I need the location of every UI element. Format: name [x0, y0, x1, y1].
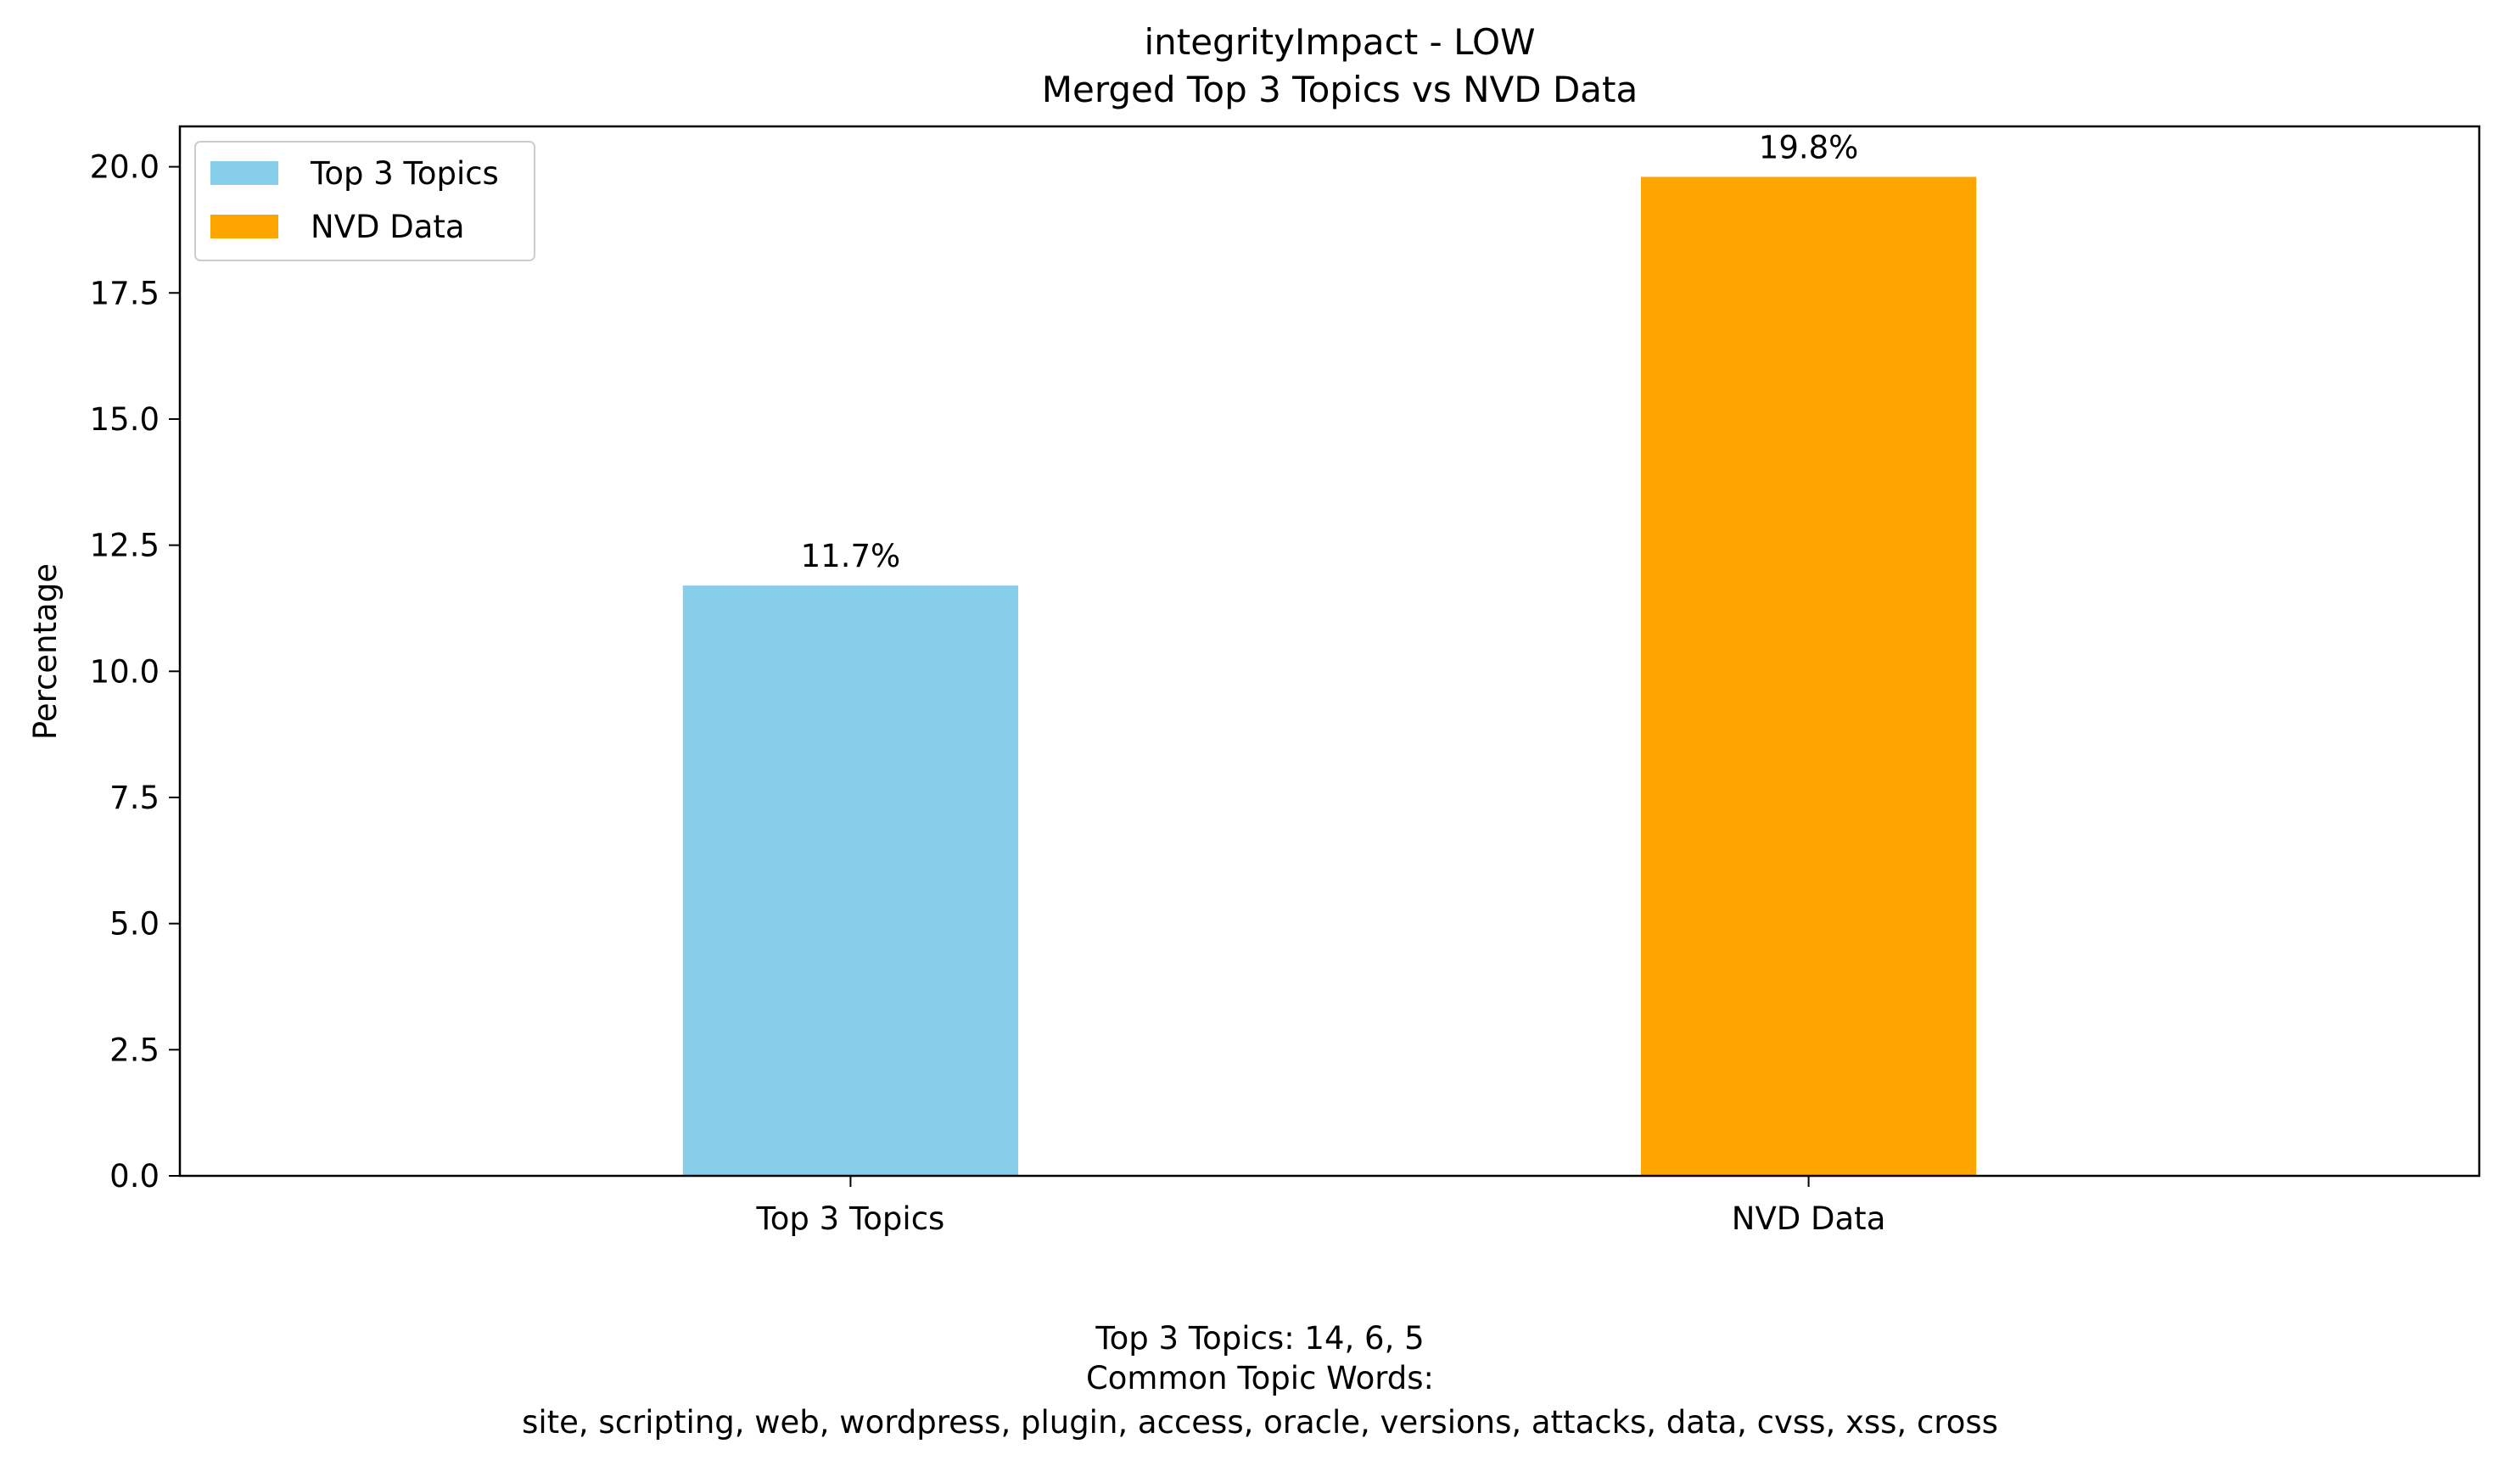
- y-tick-label-20-0: 20.0: [90, 149, 160, 186]
- y-axis-label: Percentage: [27, 563, 64, 740]
- legend-swatch-nvd-data: [210, 215, 278, 238]
- y-tick-label-15-0: 15.0: [90, 401, 160, 438]
- caption-common-words: site, scripting, web, wordpress, plugin,…: [522, 1404, 1998, 1441]
- y-tick-label-12-5: 12.5: [90, 528, 160, 564]
- data-label-top-3-topics: 11.7%: [801, 538, 901, 574]
- chart-title: integrityImpact - LOW: [1144, 21, 1535, 63]
- bar-chart: integrityImpact - LOW Merged Top 3 Topic…: [27, 21, 2481, 1237]
- x-tick-label-top-3-topics: Top 3 Topics: [755, 1200, 944, 1237]
- y-tick-label-0-0: 0.0: [109, 1158, 160, 1195]
- y-tick-label-17-5: 17.5: [90, 275, 160, 311]
- y-tick-label-10-0: 10.0: [90, 653, 160, 690]
- y-tick-label-7-5: 7.5: [109, 780, 160, 816]
- x-tick-labels: Top 3 Topics NVD Data: [755, 1176, 1885, 1237]
- caption-common-words-heading: Common Topic Words:: [1085, 1360, 1435, 1396]
- bar-group: 11.7% 19.8%: [682, 129, 1977, 1176]
- legend-label-top-3-topics: Top 3 Topics: [310, 155, 499, 192]
- data-label-nvd-data: 19.8%: [1759, 129, 1859, 165]
- bar-top-3-topics: [682, 585, 1019, 1176]
- caption-top-topics: Top 3 Topics: 14, 6, 5: [1095, 1320, 1425, 1357]
- y-tick-labels: 0.0 2.5 5.0 7.5 10.0 12.5 15.0 17.5 20.0: [90, 149, 180, 1195]
- legend: Top 3 Topics NVD Data: [194, 141, 535, 261]
- y-tick-label-2-5: 2.5: [109, 1032, 160, 1068]
- bar-nvd-data: [1640, 176, 1977, 1176]
- y-tick-label-5-0: 5.0: [109, 906, 160, 943]
- chart-subtitle: Merged Top 3 Topics vs NVD Data: [1042, 69, 1638, 110]
- legend-frame: [194, 141, 535, 261]
- legend-label-nvd-data: NVD Data: [311, 209, 465, 245]
- x-tick-label-nvd-data: NVD Data: [1732, 1200, 1886, 1237]
- legend-swatch-top-3-topics: [210, 161, 278, 185]
- plot-frame: [178, 125, 2481, 1178]
